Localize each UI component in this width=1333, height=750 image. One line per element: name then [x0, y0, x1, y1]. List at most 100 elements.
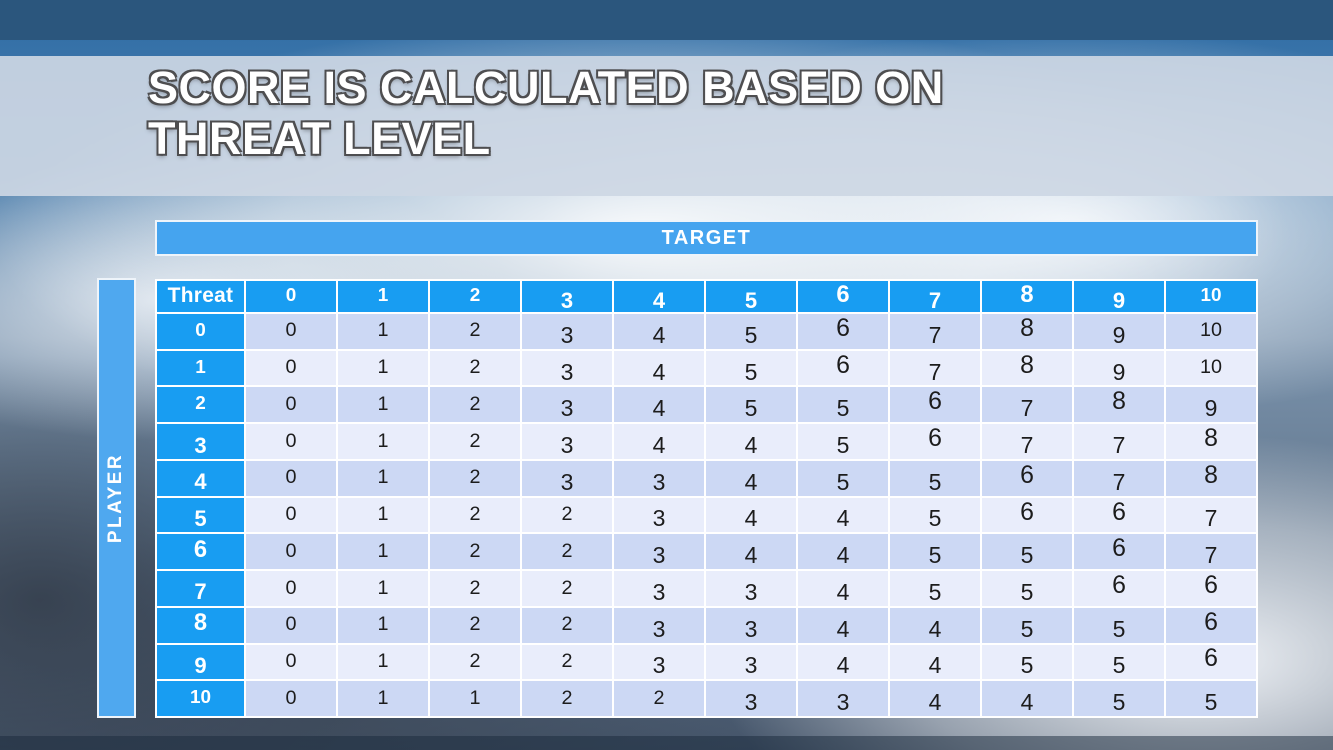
score-cell: 6 [890, 387, 980, 423]
score-cell: 5 [890, 534, 980, 570]
row-header: 6 [157, 534, 244, 570]
row-header: 2 [157, 387, 244, 423]
score-cell: 5 [706, 350, 796, 386]
score-cell: 0 [246, 571, 336, 606]
score-cell: 4 [798, 607, 888, 643]
score-cell: 4 [706, 424, 796, 459]
score-cell: 6 [1166, 607, 1256, 643]
score-cell: 5 [890, 497, 980, 533]
score-cell: 0 [246, 534, 336, 570]
score-cell: 6 [798, 314, 888, 349]
top-accent-bar [0, 0, 1333, 40]
column-header: 10 [1166, 281, 1256, 312]
score-cell: 8 [1074, 387, 1164, 423]
score-cell: 7 [890, 350, 980, 386]
score-cell: 2 [522, 571, 612, 606]
column-header: 0 [246, 281, 336, 312]
score-cell: 0 [246, 460, 336, 496]
score-cell: 5 [798, 460, 888, 496]
score-cell: 2 [522, 644, 612, 680]
score-cell: 5 [706, 387, 796, 423]
column-header: 2 [430, 281, 520, 312]
score-cell: 3 [522, 424, 612, 459]
score-cell: 1 [338, 387, 428, 423]
score-cell: 5 [982, 571, 1072, 606]
score-cell: 7 [982, 424, 1072, 459]
target-axis-label: TARGET [661, 226, 752, 249]
score-cell: 1 [338, 424, 428, 459]
row-header: 3 [157, 424, 244, 459]
score-cell: 4 [614, 424, 704, 459]
score-cell: 6 [1074, 497, 1164, 533]
corner-label: Threat [157, 281, 244, 312]
score-cell: 4 [614, 350, 704, 386]
score-cell: 2 [430, 314, 520, 349]
score-cell: 4 [798, 571, 888, 606]
score-cell: 3 [614, 571, 704, 606]
score-cell: 9 [1074, 350, 1164, 386]
score-cell: 1 [338, 350, 428, 386]
score-cell: 7 [1166, 497, 1256, 533]
score-cell: 6 [982, 497, 1072, 533]
score-cell: 8 [1166, 424, 1256, 459]
score-cell: 7 [890, 314, 980, 349]
score-cell: 4 [706, 497, 796, 533]
title-band: SCORE IS CALCULATED BASED ON THREAT LEVE… [0, 56, 1333, 196]
score-cell: 3 [614, 644, 704, 680]
score-cell: 0 [246, 350, 336, 386]
score-cell: 3 [522, 350, 612, 386]
score-cell: 5 [798, 387, 888, 423]
score-cell: 8 [982, 314, 1072, 349]
score-cell: 4 [706, 460, 796, 496]
row-header: 4 [157, 460, 244, 496]
score-cell: 5 [982, 644, 1072, 680]
score-cell: 10 [1166, 314, 1256, 349]
score-cell: 3 [614, 607, 704, 643]
score-cell: 5 [982, 607, 1072, 643]
column-header: 4 [614, 281, 704, 312]
slide-title: SCORE IS CALCULATED BASED ON THREAT LEVE… [148, 62, 944, 164]
target-axis-bar: TARGET [155, 220, 1258, 256]
score-cell: 1 [430, 681, 520, 716]
player-axis-label: PLAYER [105, 452, 127, 544]
row-header: 0 [157, 314, 244, 349]
score-cell: 2 [430, 534, 520, 570]
score-cell: 4 [890, 644, 980, 680]
score-cell: 3 [614, 534, 704, 570]
column-header: 5 [706, 281, 796, 312]
score-cell: 2 [522, 534, 612, 570]
score-cell: 1 [338, 534, 428, 570]
score-cell: 4 [614, 314, 704, 349]
row-header: 5 [157, 497, 244, 533]
score-cell: 5 [1074, 607, 1164, 643]
score-cell: 2 [430, 350, 520, 386]
score-cell: 3 [706, 644, 796, 680]
column-header: 9 [1074, 281, 1164, 312]
score-cell: 3 [798, 681, 888, 716]
score-cell: 5 [798, 424, 888, 459]
score-cell: 6 [1166, 571, 1256, 606]
score-cell: 4 [798, 534, 888, 570]
row-header: 9 [157, 644, 244, 680]
score-cell: 3 [522, 460, 612, 496]
score-cell: 0 [246, 644, 336, 680]
score-cell: 4 [890, 681, 980, 716]
score-cell: 5 [706, 314, 796, 349]
score-cell: 2 [430, 387, 520, 423]
score-cell: 6 [798, 350, 888, 386]
score-cell: 4 [614, 387, 704, 423]
score-matrix: Threat 0 1 2 3 4 5 6 7 8 9 10 0 0 1 2 3 4 5 6 7 8 9 10 1 0 1 2 3 4 5 6 7… [155, 279, 1258, 718]
score-cell: 9 [1166, 387, 1256, 423]
score-cell: 5 [1074, 681, 1164, 716]
score-cell: 0 [246, 387, 336, 423]
score-cell: 6 [1074, 534, 1164, 570]
score-cell: 2 [430, 497, 520, 533]
score-cell: 1 [338, 571, 428, 606]
score-cell: 6 [890, 424, 980, 459]
score-cell: 5 [1166, 681, 1256, 716]
score-cell: 0 [246, 681, 336, 716]
column-header: 8 [982, 281, 1072, 312]
score-cell: 2 [522, 497, 612, 533]
score-cell: 7 [1166, 534, 1256, 570]
